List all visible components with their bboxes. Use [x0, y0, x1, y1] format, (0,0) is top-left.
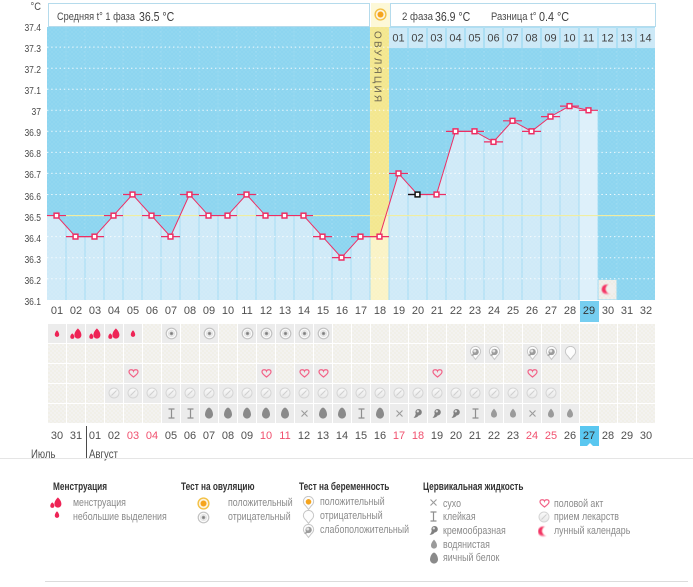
svg-text:08: 08	[525, 33, 537, 45]
svg-text:14: 14	[639, 33, 651, 45]
svg-text:10: 10	[563, 33, 575, 45]
svg-text:ОВУЛЯЦИЯ: ОВУЛЯЦИЯ	[372, 31, 383, 104]
svg-text:04: 04	[449, 33, 461, 45]
svg-text:09: 09	[544, 33, 556, 45]
svg-text:05: 05	[468, 33, 480, 45]
svg-text:07: 07	[506, 33, 518, 45]
svg-text:03: 03	[430, 33, 442, 45]
svg-text:11: 11	[583, 33, 594, 45]
svg-text:13: 13	[620, 33, 632, 45]
svg-text:12: 12	[601, 33, 613, 45]
svg-text:01: 01	[392, 33, 404, 45]
svg-text:06: 06	[487, 33, 499, 45]
svg-text:02: 02	[411, 33, 423, 45]
